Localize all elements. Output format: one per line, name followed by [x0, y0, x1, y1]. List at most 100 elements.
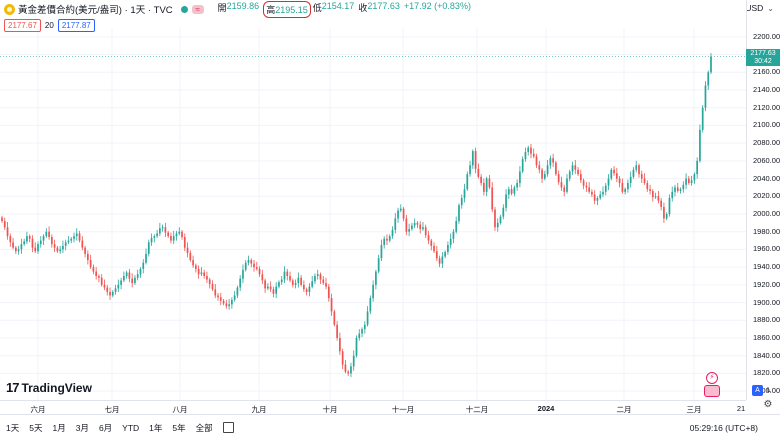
- period-5d[interactable]: 5天: [29, 422, 43, 433]
- candle-body: [56, 247, 59, 252]
- candle-body: [211, 283, 214, 290]
- y-tick-label: 1900.00: [753, 297, 780, 307]
- tradingview-logo[interactable]: 17 TradingView: [6, 380, 92, 395]
- candle-body: [347, 371, 350, 374]
- period-ytd[interactable]: YTD: [122, 422, 140, 433]
- candle-body: [92, 267, 95, 272]
- candle-body: [239, 278, 242, 288]
- candle-body: [563, 187, 566, 192]
- y-tick-label: 2100.00: [753, 120, 780, 130]
- period-1m[interactable]: 1月: [52, 422, 66, 433]
- events-flag-icon[interactable]: [704, 385, 720, 397]
- y-tick-label: 2140.00: [753, 85, 780, 94]
- candle-body: [128, 272, 131, 279]
- candle-body: [247, 260, 250, 263]
- candle-body: [70, 238, 73, 241]
- candle-body: [62, 245, 64, 250]
- candle-body: [366, 311, 369, 325]
- log-scale-button[interactable]: L: [767, 385, 772, 394]
- candle-body: [333, 311, 336, 325]
- period-1d[interactable]: 1天: [6, 422, 20, 433]
- candle-body: [588, 187, 590, 192]
- candle-body: [145, 253, 147, 263]
- y-tick-label: 1960.00: [753, 244, 780, 254]
- period-all[interactable]: 全部: [195, 422, 213, 433]
- y-tick-label: 1840.00: [753, 350, 780, 360]
- candle-body: [300, 277, 302, 285]
- candle-body: [103, 284, 106, 288]
- bar-countdown: 30:42: [754, 57, 772, 65]
- symbol-title[interactable]: 黃金差價合約(美元/盎司) · 1天 · TVC: [18, 5, 173, 16]
- candle-body: [469, 165, 471, 175]
- candle-body: [604, 185, 607, 192]
- candle-body: [574, 165, 577, 170]
- gold-symbol-icon: [4, 3, 15, 15]
- candle-body: [433, 245, 435, 252]
- candle-body: [386, 238, 388, 241]
- candle-body: [100, 277, 103, 285]
- gear-icon[interactable]: ⚙: [763, 399, 773, 410]
- candle-body: [291, 280, 294, 285]
- candle-body: [1, 217, 3, 222]
- period-5y[interactable]: 5年: [172, 422, 186, 433]
- candle-body: [26, 236, 28, 242]
- calendar-icon[interactable]: [222, 422, 234, 433]
- candle-body: [591, 191, 593, 195]
- sell-price-button[interactable]: 2177.67: [4, 18, 41, 32]
- close-label: 收: [358, 2, 368, 13]
- x-tick-label: 十月: [322, 405, 338, 414]
- candle-body: [627, 183, 629, 190]
- candle-body: [89, 260, 92, 268]
- candle-body: [197, 268, 200, 275]
- candle-body: [480, 176, 482, 183]
- candle-body: [139, 268, 142, 275]
- auto-scale-button[interactable]: A: [752, 385, 763, 396]
- candle-body: [491, 187, 494, 210]
- market-status-icon[interactable]: [180, 5, 188, 13]
- candle-body: [654, 196, 657, 198]
- candle-body: [643, 178, 646, 183]
- candle-body: [120, 280, 122, 285]
- period-6m[interactable]: 6月: [98, 422, 113, 433]
- time-axis[interactable]: 六月 七月 八月 九月 十月 十一月 十二月 2024 二月 三月 21: [0, 400, 746, 415]
- candle-body: [109, 291, 111, 296]
- flash-icon[interactable]: ⚡: [706, 372, 718, 384]
- period-1y[interactable]: 1年: [149, 422, 163, 433]
- open-value: 2159.86: [226, 0, 260, 11]
- candle-body: [330, 298, 333, 312]
- candle-body: [552, 158, 554, 163]
- compare-icon[interactable]: ≈: [191, 4, 204, 14]
- candle-body: [494, 209, 496, 228]
- candle-body: [98, 276, 100, 278]
- currency-selector[interactable]: USD ⌄: [745, 3, 774, 13]
- candle-body: [399, 208, 402, 211]
- candle-body: [325, 283, 327, 287]
- clock-display[interactable]: 05:29:16 (UTC+8): [689, 422, 758, 433]
- candle-body: [671, 191, 674, 199]
- x-tick-label: 九月: [251, 405, 267, 414]
- change-value: +17.92 (+0.83%): [403, 0, 471, 11]
- x-tick-label: 十二月: [465, 405, 489, 414]
- candle-body: [397, 210, 399, 219]
- y-tick-label: 2080.00: [753, 138, 780, 148]
- candle-body: [286, 271, 289, 276]
- candle-body: [665, 214, 668, 219]
- candle-body: [507, 189, 510, 195]
- candle-body: [195, 265, 197, 269]
- y-tick-label: 1980.00: [753, 226, 780, 236]
- candle-body: [219, 297, 222, 301]
- candle-body: [275, 286, 278, 294]
- buy-price-button[interactable]: 2177.87: [57, 18, 95, 32]
- candle-body: [621, 183, 624, 192]
- x-tick-label: 三月: [686, 405, 702, 414]
- candle-body: [142, 262, 145, 269]
- candle-body: [555, 162, 557, 175]
- candle-body: [435, 251, 438, 259]
- candle-body: [114, 288, 117, 292]
- period-3m[interactable]: 3月: [75, 422, 89, 433]
- candle-body: [452, 231, 455, 239]
- candle-body: [78, 233, 81, 241]
- candle-body: [200, 272, 203, 275]
- bid-ask-row: 2177.67 20 2177.87: [4, 18, 95, 32]
